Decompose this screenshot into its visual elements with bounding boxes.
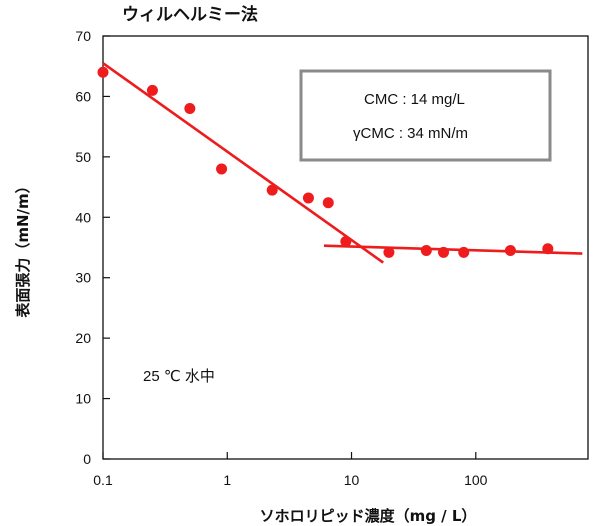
y-tick-label: 0: [83, 451, 91, 467]
x-axis: 0.1 1 10 100: [93, 452, 488, 488]
y-tick-label: 30: [75, 270, 91, 286]
data-point: [266, 184, 278, 196]
fit-lines: [102, 62, 583, 264]
y-tick-label: 70: [75, 28, 91, 44]
cmc-box-line-2: γCMC : 34 mN/m: [353, 125, 468, 142]
y-tick-label: 10: [75, 391, 91, 407]
data-point: [340, 235, 352, 247]
y-axis-label: 表面張力（mN/m）: [14, 178, 32, 317]
y-tick-label: 60: [75, 88, 91, 104]
condition-label: 25 ℃ 水中: [143, 368, 215, 385]
x-tick-label: 10: [344, 472, 360, 488]
y-tick-label: 20: [75, 330, 91, 346]
y-axis: 0 10 20 30 40 50 60 70: [75, 28, 110, 467]
x-axis-label: ソホロリピッド濃度（mg / L）: [260, 507, 477, 525]
x-tick-label: 1: [223, 472, 231, 488]
data-point: [302, 192, 314, 204]
data-point: [458, 246, 470, 258]
data-point: [146, 84, 158, 96]
data-point: [504, 245, 516, 257]
data-point: [322, 197, 334, 209]
x-tick-label: 0.1: [93, 472, 113, 488]
data-point: [184, 103, 196, 115]
data-point: [97, 66, 109, 78]
data-point: [438, 246, 450, 258]
data-point: [420, 245, 432, 257]
data-point: [542, 243, 554, 255]
fit-line: [323, 244, 583, 255]
data-point: [216, 163, 228, 175]
chart-title: ウィルヘルミー法: [122, 4, 258, 25]
cmc-box: [299, 69, 552, 162]
x-tick-label: 100: [464, 472, 488, 488]
data-points: [97, 66, 554, 258]
fit-line: [102, 62, 384, 264]
cmc-box-line-1: CMC : 14 mg/L: [364, 91, 465, 108]
plot-frame: [102, 35, 589, 460]
y-tick-label: 50: [75, 149, 91, 165]
y-tick-label: 40: [75, 209, 91, 225]
data-point: [383, 246, 395, 258]
